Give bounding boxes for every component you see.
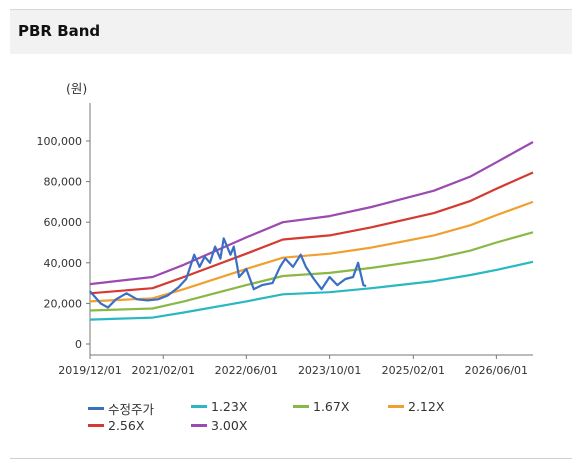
y-tick-label: 60,000 (44, 216, 83, 229)
series-line-3.00X (89, 141, 534, 286)
legend-swatch (88, 424, 104, 427)
legend-swatch (293, 405, 309, 408)
legend-label: 수정주가 (108, 402, 155, 417)
y-tick-label: 0 (75, 338, 82, 351)
y-unit-label: (원) (66, 81, 87, 96)
panel-title: PBR Band (18, 22, 101, 40)
panel-top-border (10, 9, 572, 10)
legend-item[interactable]: 3.00X (191, 418, 247, 433)
legend-item[interactable]: 1.23X (191, 399, 247, 414)
legend-item[interactable]: 2.56X (88, 418, 144, 433)
legend-label: 1.67X (313, 399, 350, 414)
legend-swatch (191, 405, 207, 408)
x-tick-label: 2021/02/01 (132, 364, 195, 377)
legend-swatch (88, 407, 104, 410)
x-tick-label: 2026/06/01 (465, 364, 528, 377)
series-line-2.56X (89, 171, 534, 295)
panel-bottom-border (10, 458, 572, 459)
y-tick-label: 100,000 (37, 135, 83, 148)
panel-header (10, 10, 572, 54)
legend-item[interactable]: 1.67X (293, 399, 349, 414)
legend-label: 3.00X (211, 418, 248, 433)
x-tick-label: 2023/10/01 (298, 364, 361, 377)
series-line-수정주가 (89, 237, 367, 309)
y-tick-label: 20,000 (44, 297, 83, 310)
legend-swatch (388, 405, 404, 408)
x-tick-label: 2019/12/01 (58, 364, 121, 377)
x-tick-label: 2022/06/01 (215, 364, 278, 377)
legend-item[interactable]: 수정주가 (88, 399, 154, 418)
x-tick-label: 2025/02/01 (382, 364, 445, 377)
legend-label: 1.23X (211, 399, 248, 414)
series-line-1.23X (89, 260, 534, 321)
legend-label: 2.56X (108, 418, 145, 433)
y-tick-label: 80,000 (44, 176, 83, 189)
legend-label: 2.12X (408, 399, 445, 414)
legend-item[interactable]: 2.12X (388, 399, 444, 414)
y-tick-label: 40,000 (44, 257, 83, 270)
series-line-1.67X (89, 231, 534, 312)
legend-swatch (191, 424, 207, 427)
